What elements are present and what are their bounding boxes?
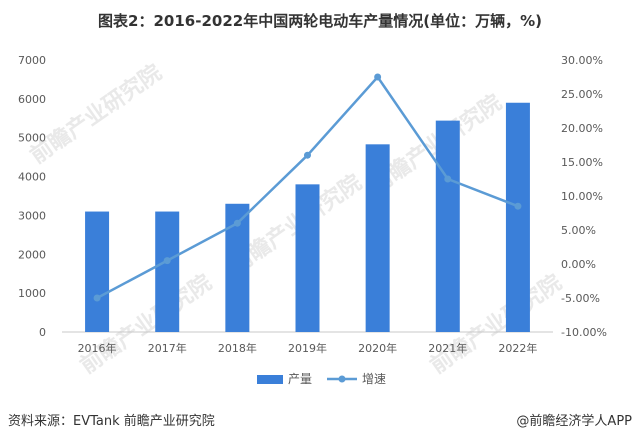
line-point-growth [514, 202, 522, 210]
bar-production [295, 184, 320, 332]
x-tick-label: 2019年 [288, 341, 327, 355]
line-point-growth [163, 257, 171, 265]
y-left-tick-label: 4000 [18, 171, 46, 184]
y-left-tick-label: 1000 [18, 287, 46, 300]
footer: 资料来源：EVTank 前瞻产业研究院 @前瞻经济学人APP [8, 410, 632, 432]
x-tick-label: 2020年 [358, 341, 397, 355]
publisher-credit: @前瞻经济学人APP [516, 414, 632, 429]
x-tick-label: 2017年 [148, 341, 187, 355]
x-tick-label: 2022年 [498, 341, 537, 355]
bar-production [505, 102, 530, 332]
bar-production [85, 211, 110, 332]
chart-title: 图表2：2016-2022年中国两轮电动车产量情况(单位：万辆，%) [98, 12, 542, 30]
y-left-tick-label: 3000 [18, 209, 46, 222]
y-right-tick-label: -5.00% [561, 292, 600, 305]
bar-production [155, 211, 180, 332]
y-left-tick-label: 0 [39, 326, 46, 339]
y-left-tick-label: 2000 [18, 248, 46, 261]
legend-label-production: 产量 [288, 372, 312, 386]
bars-layer [85, 102, 530, 332]
bar-production [365, 144, 390, 332]
bar-production [435, 120, 460, 332]
y-right-tick-label: 15.00% [561, 156, 603, 169]
line-point-growth [304, 151, 311, 159]
line-point-growth [93, 294, 101, 302]
legend: 产量 增速 [257, 372, 386, 386]
growth-line-layer [93, 73, 522, 302]
y-right-tick-label: 20.00% [561, 122, 603, 135]
y-right-tick-label: 30.00% [561, 54, 603, 67]
legend-swatch-production [257, 375, 283, 384]
line-point-growth [374, 73, 382, 81]
legend-marker-growth [338, 375, 346, 383]
axes-layer: 0 1000 2000 3000 4000 5000 6000 7000 -10.00% -5.0… [18, 54, 607, 355]
x-tick-label: 2021年 [428, 341, 467, 355]
y-left-tick-label: 6000 [18, 93, 46, 106]
line-point-growth [444, 175, 452, 183]
x-tick-label: 2018年 [218, 341, 257, 355]
line-point-growth [233, 219, 241, 227]
watermark-text: 前瞻产业研究院 [25, 59, 166, 169]
x-tick-label: 2016年 [78, 341, 117, 355]
y-right-tick-label: 25.00% [561, 88, 603, 101]
y-right-tick-label: 5.00% [561, 224, 596, 237]
y-left-tick-label: 5000 [18, 132, 46, 145]
y-right-tick-label: 10.00% [561, 190, 603, 203]
legend-label-growth: 增速 [362, 372, 386, 386]
y-right-tick-label: 0.00% [561, 258, 596, 271]
y-right-tick-label: -10.00% [561, 326, 607, 339]
source-note: 资料来源：EVTank 前瞻产业研究院 [8, 414, 215, 429]
y-left-tick-label: 7000 [18, 54, 46, 67]
